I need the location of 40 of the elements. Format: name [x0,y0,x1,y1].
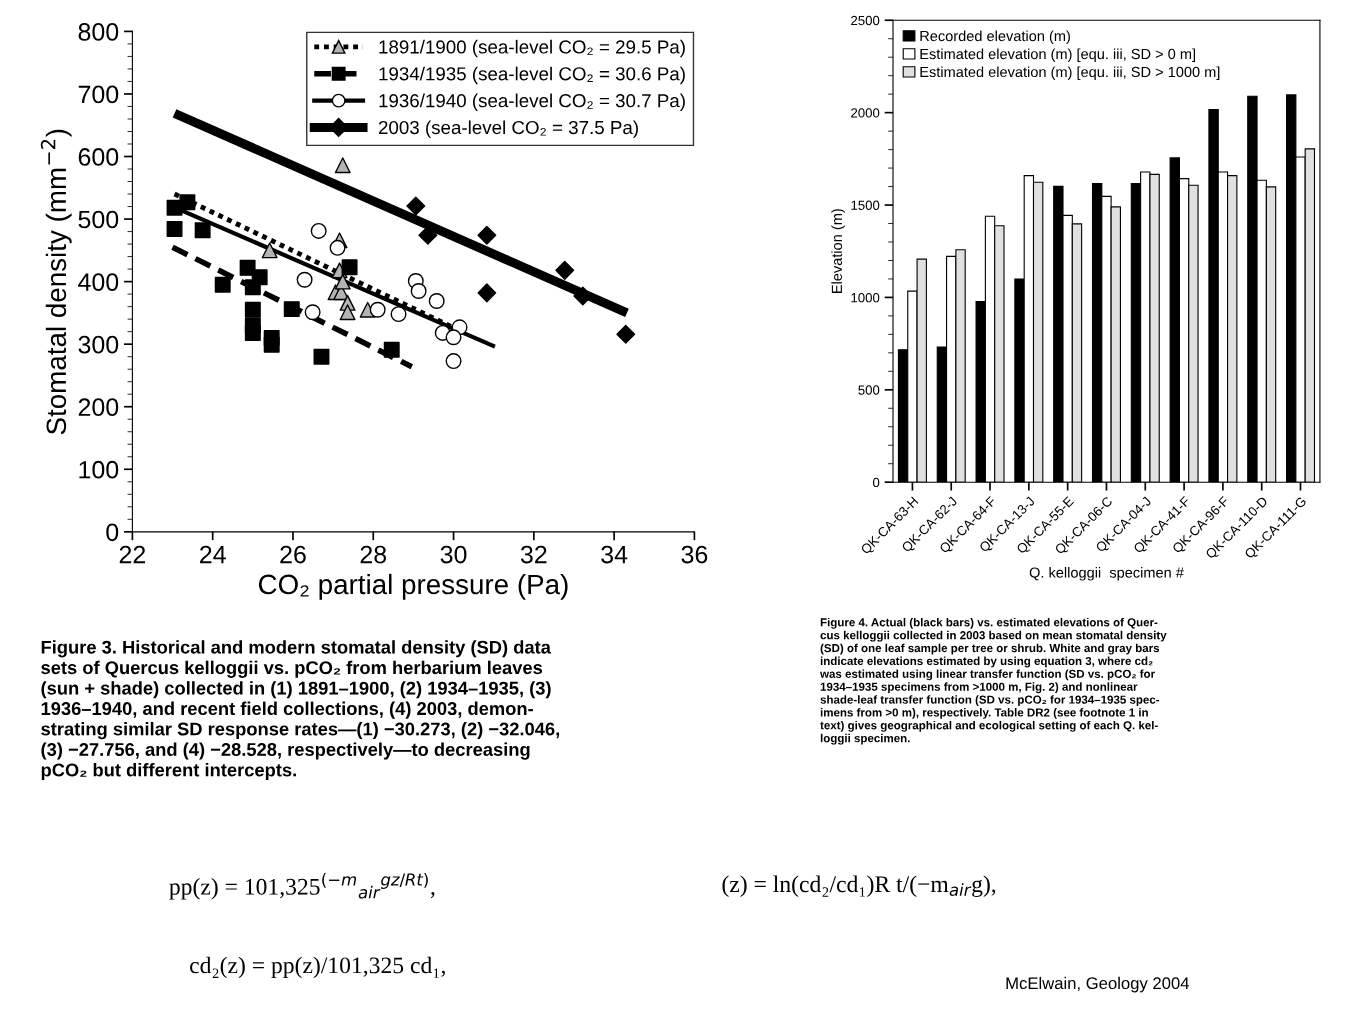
y-tick-label: 0 [106,523,119,542]
legend-label: Recorded elevation (m) [920,30,1070,45]
y-tick-label: 700 [78,85,119,104]
y-tick-label: 500 [78,210,119,229]
x-tick-label: 26 [280,545,306,564]
y-axis-title: Elevation (m) [831,209,845,293]
x-tick-label: 36 [681,545,708,564]
x-tick-label: 28 [360,545,387,564]
x-axis-title: CO₂ partial pressure (Pa) [258,573,568,600]
y-tick-label: 400 [78,273,119,291]
x-tick-label: 30 [440,545,467,564]
x-tick-label: 32 [520,545,547,564]
y-tick-label: 1500 [851,200,880,210]
legend-label: Estimated elevation (m) [equ. iii, SD > 1000 m] [920,66,1220,80]
x-tick-label: 24 [200,545,226,564]
y-tick-label: 500 [858,385,880,395]
y-tick-label: 200 [78,398,119,417]
y-tick-label: 0 [872,477,880,488]
y-axis-title: Stomatal density (mm$^{−2}$) [40,129,72,435]
y-tick-label: 100 [79,460,119,479]
y-tick-label: 800 [78,23,119,41]
text: McElwain, Geology 2004 [1006,976,1190,993]
x-tick-label: 22 [119,545,146,564]
y-tick-label: 300 [78,335,119,354]
text: (z) = ln(cd₂/cd₁)R t/(−m$_{air}$g), [722,875,996,897]
y-tick-label: 1000 [851,292,880,303]
x-axis-title: Q. kelloggii specimen # [1029,567,1184,581]
y-tick-label: 2500 [851,15,880,26]
legend-label: 1891/1900 (sea-level CO₂ = 29.5 Pa) [379,39,685,58]
text: pp(z) = 101,325$^{(−m}$$_{air}$$^{gz/Rt)}$, [169,872,435,900]
legend-label: Estimated elevation (m) [equ. iii, SD > 0 m] [920,48,1196,63]
text: cd₂(z) = pp(z)/101,325 cd₁, [190,956,445,979]
x-tick-label: 34 [601,545,628,564]
y-tick-label: 2000 [851,108,880,118]
legend-label: 2003 (sea-level CO₂ = 37.5 Pa) [378,120,638,138]
text: Figure 4. Actual (black bars) vs. estimated elevations of Quer- cus kelloggii collected in 2003 based on mean stomatal density (SD) of one leaf sample per tree or shrub. White and gray bars indicate elevations estimated by using equation 3, where cd₂ was estimated using linear transfer function (SD vs. pCO₂ for 1934–1935 specimens from >1000 m, Fig. 2) and nonlinear shade-leaf transfer function (SD vs. pCO₂ for 1934–1935 spec- imens from >0 m), respectively. Table DR2 (see footnote 1 in text) gives geographical and ecological setting of each Q. kel- loggii specimen. [820,617,1167,745]
y-tick-label: 600 [78,148,119,166]
legend-label: 1936/1940 (sea-level CO₂ = 30.7 Pa) [379,93,685,112]
caption: Figure 3. Historical and modern stomatal density (SD) data sets of Quercus kelloggii vs. pCO₂ from herbarium leaves (sun + shade) collected in (1) 1891–1900, (2) 1934–1935, (3) 1936–1940, and recent field collections, (4) 2003, demon- strating similar SD response rates—(1) −30.273, (2) −32.046, (3) −27.756, and (4) −28.528, respectively—to decreasing pCO₂ but different intercepts. [41,640,559,781]
legend-label: 1934/1935 (sea-level CO₂ = 30.6 Pa) [379,66,685,85]
